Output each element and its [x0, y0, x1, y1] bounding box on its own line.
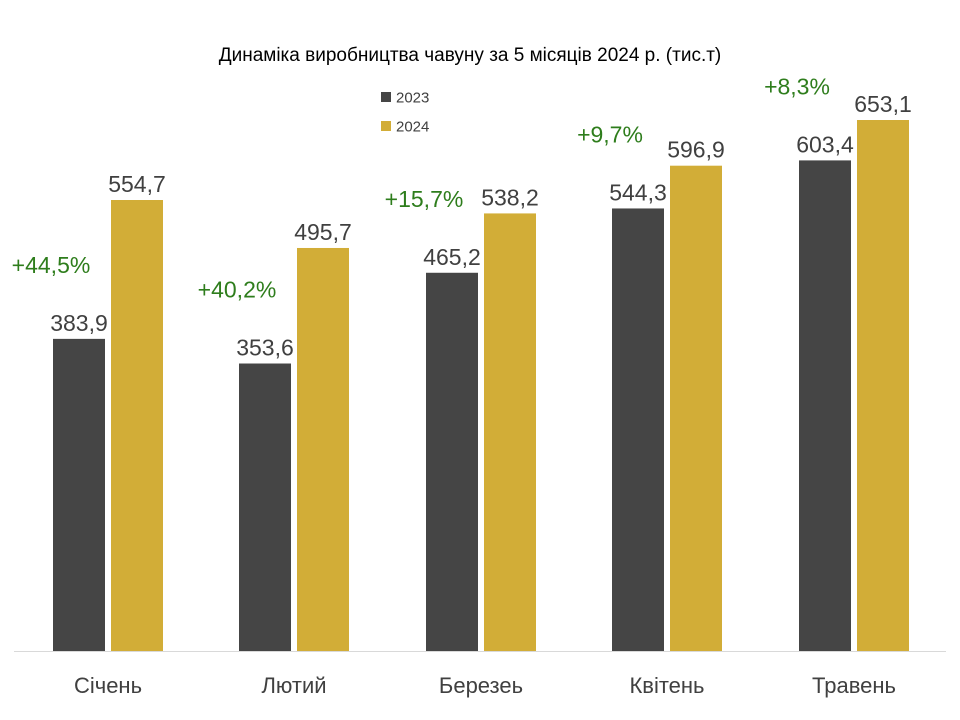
category-label-5: Травень: [812, 673, 896, 698]
bar-2023-3: [426, 272, 478, 651]
change-label-5: +8,3%: [764, 73, 830, 99]
value-label-2024-3: 538,2: [481, 184, 539, 210]
category-label-3: Березеь: [439, 673, 523, 698]
legend-label-2024: 2024: [396, 119, 429, 136]
bar-2023-5: [799, 160, 851, 651]
legend: 2023 2024: [381, 90, 429, 136]
bar-2024-3: [484, 213, 536, 651]
data-labels: 383,9 554,7 +44,5% 353,6 495,7 +40,2% 465,2 538…: [12, 73, 912, 360]
legend-swatch-2023: [381, 92, 391, 102]
change-label-3: +15,7%: [385, 186, 464, 212]
category-label-2: Лютий: [261, 673, 326, 698]
bar-2024-5: [857, 120, 909, 651]
value-label-2023-5: 603,4: [796, 131, 854, 157]
value-label-2023-4: 544,3: [609, 179, 667, 205]
change-label-2: +40,2%: [198, 277, 277, 303]
bar-2023-2: [239, 363, 291, 651]
category-label-4: Квітень: [629, 673, 704, 698]
bar-2024-2: [297, 247, 349, 651]
bar-2023-4: [612, 208, 664, 651]
change-label-1: +44,5%: [12, 252, 91, 278]
bar-2024-1: [111, 200, 163, 652]
bar-2023-1: [53, 338, 105, 651]
change-label-4: +9,7%: [577, 121, 643, 147]
value-label-2024-4: 596,9: [667, 137, 725, 163]
value-label-2024-5: 653,1: [854, 91, 912, 117]
category-label-1: Січень: [74, 673, 142, 698]
legend-label-2023: 2023: [396, 90, 429, 107]
category-labels: Січень Лютий Березеь Квітень Травень: [74, 673, 896, 698]
value-label-2023-2: 353,6: [236, 335, 294, 361]
value-label-2024-2: 495,7: [294, 219, 352, 245]
value-label-2023-3: 465,2: [423, 244, 481, 270]
bars: [53, 120, 909, 652]
legend-swatch-2024: [381, 121, 391, 131]
chart-title: Динаміка виробництва чавуну за 5 місяців…: [219, 45, 722, 66]
value-label-2024-1: 554,7: [108, 171, 166, 197]
bar-2024-4: [670, 165, 722, 651]
value-label-2023-1: 383,9: [50, 310, 108, 336]
